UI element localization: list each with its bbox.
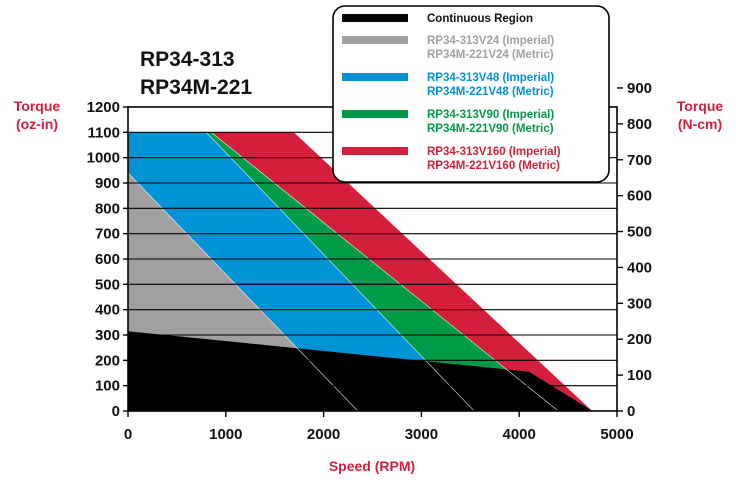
tick-labels: 0 1000 2000 3000 4000 50000100200300400500600…: [87, 80, 652, 443]
legend-label-1-1: RP34M-221V24 (Metric): [427, 49, 554, 61]
x-tick-label-1: 1000: [209, 426, 242, 443]
y-right-tick-label-0: 0: [627, 403, 635, 420]
series-area-4: [128, 331, 593, 411]
y-left-tick-label-4: 400: [95, 302, 120, 319]
series-edge-line-2: [205, 132, 475, 412]
legend-label-2-1: RP34M-221V48 (Metric): [427, 86, 554, 98]
legend-label-2-0: RP34-313V48 (Imperial): [427, 72, 554, 84]
legend-swatch-0: [342, 14, 408, 22]
y-left-tick-label-9: 900: [95, 175, 120, 192]
legend-label-4-1: RP34M-221V160 (Metric): [427, 160, 560, 172]
y-right-tick-label-7: 700: [627, 152, 652, 169]
y-right-label-line-1: Torque: [677, 98, 724, 114]
y-left-tick-label-7: 700: [95, 226, 120, 243]
chart-title-line-2: RP34M-221: [140, 76, 252, 99]
y-left-tick-label-12: 1200: [87, 99, 120, 116]
y-right-tick-label-9: 900: [627, 80, 652, 97]
legend: Continuous Region RP34-313V24 (Imperial) R…: [332, 5, 610, 183]
y-right-tick-label-4: 400: [627, 259, 652, 276]
x-tick-label-3: 3000: [405, 426, 438, 443]
y-left-label-line-2: (oz-in): [16, 116, 58, 132]
y-left-label-line-1: Torque: [14, 98, 61, 114]
y-right-tick-label-3: 300: [627, 295, 652, 312]
y-left-tick-label-1: 100: [95, 378, 120, 395]
y-right-tick-label-6: 600: [627, 188, 652, 205]
legend-swatch-4: [342, 147, 408, 155]
chart-title-line-1: RP34-313: [140, 48, 235, 71]
legend-label-3-1: RP34M-221V90 (Metric): [427, 123, 554, 135]
y-right-label-line-2: (N-cm): [678, 116, 722, 132]
y-right-tick-label-8: 800: [627, 116, 652, 133]
y-left-tick-label-6: 600: [95, 251, 120, 268]
y-right-tick-label-5: 500: [627, 224, 652, 241]
legend-label-4-0: RP34-313V160 (Imperial): [427, 146, 561, 158]
legend-swatch-2: [342, 73, 408, 81]
legend-box: [332, 5, 610, 183]
x-tick-label-0: 0: [124, 426, 132, 443]
x-tick-label-5: 5000: [600, 426, 633, 443]
y-right-tick-label-2: 200: [627, 331, 652, 348]
y-left-tick-label-8: 800: [95, 200, 120, 217]
x-tick-label-4: 4000: [503, 426, 536, 443]
legend-label-0-0: Continuous Region: [427, 13, 533, 25]
legend-swatch-1: [342, 36, 408, 44]
series-edge-line-3: [127, 172, 359, 412]
series-areas: [127, 132, 593, 412]
y-left-tick-label-5: 500: [95, 276, 120, 293]
series-edge-line-1: [210, 132, 559, 412]
y-left-tick-label-11: 1100: [87, 124, 120, 141]
y-left-tick-label-10: 1000: [87, 150, 120, 167]
x-axis-label: Speed (RPM): [329, 458, 415, 474]
y-left-tick-label-3: 300: [95, 327, 120, 344]
legend-label-3-0: RP34-313V90 (Imperial): [427, 109, 554, 121]
legend-swatch-3: [342, 110, 408, 118]
legend-label-1-0: RP34-313V24 (Imperial): [427, 35, 554, 47]
y-left-tick-label-0: 0: [112, 403, 120, 420]
x-tick-label-2: 2000: [307, 426, 340, 443]
y-right-tick-label-1: 100: [627, 367, 652, 384]
axis-frame: [123, 87, 623, 417]
y-left-tick-label-2: 200: [95, 352, 120, 369]
